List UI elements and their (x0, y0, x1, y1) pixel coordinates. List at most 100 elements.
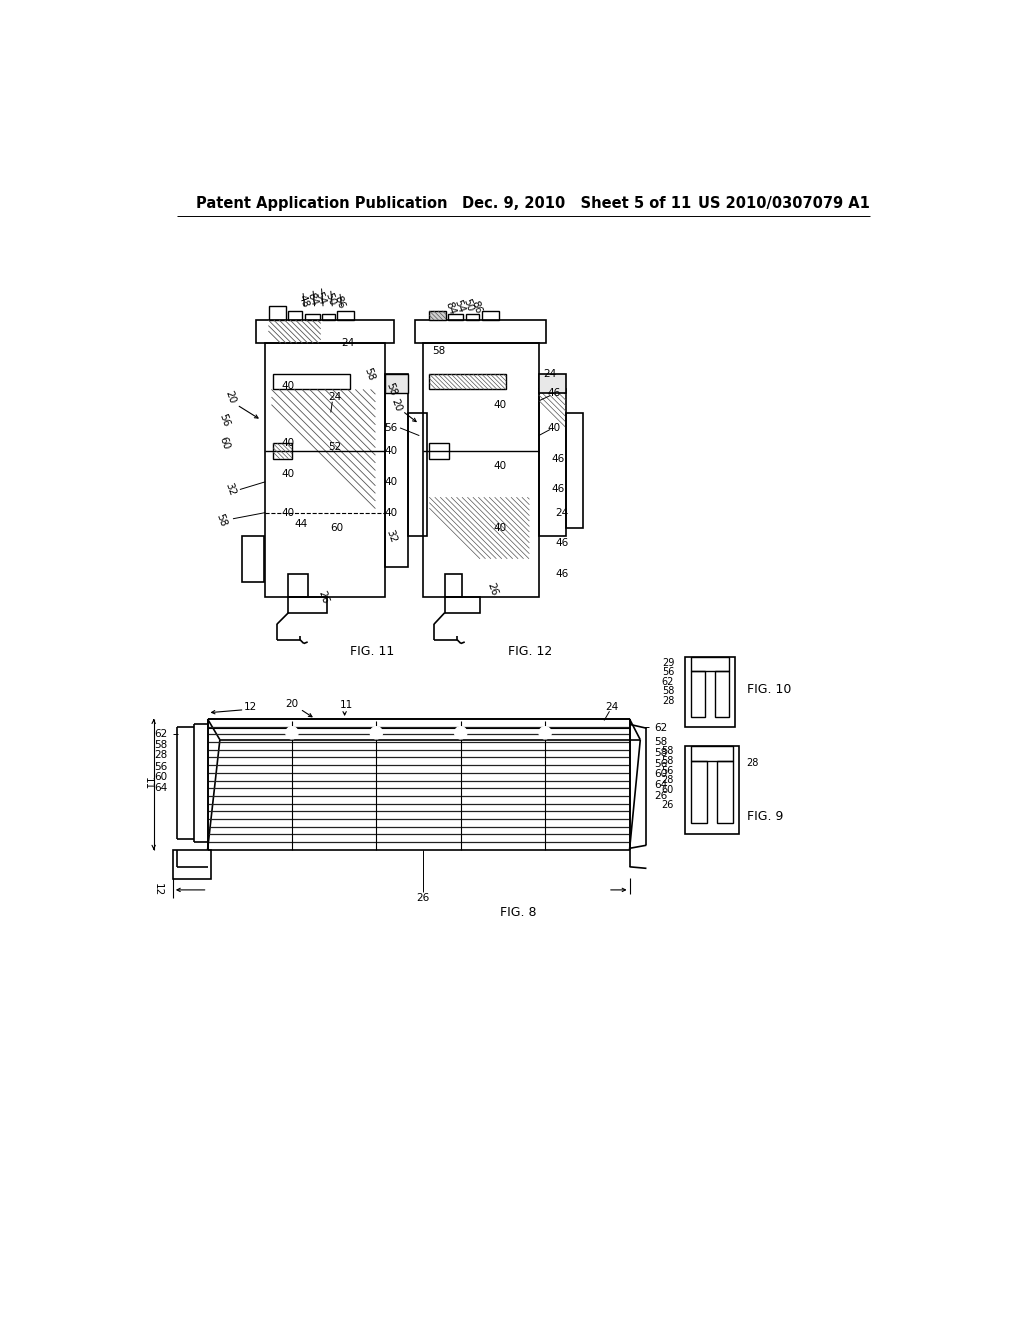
Bar (173, 850, 211, 879)
Text: 20: 20 (286, 698, 299, 709)
Text: 62: 62 (654, 723, 668, 733)
Bar (539, 389, 565, 536)
Text: 48: 48 (296, 293, 310, 309)
Bar (444, 574, 462, 598)
Bar (691, 762, 707, 822)
Bar (429, 312, 446, 321)
Text: 26: 26 (654, 791, 668, 801)
Text: FIG. 9: FIG. 9 (746, 810, 783, 824)
Bar (691, 657, 729, 671)
Text: 28: 28 (662, 775, 674, 785)
Text: 40: 40 (282, 469, 295, 479)
Text: 60: 60 (331, 523, 343, 533)
Text: 28: 28 (155, 750, 168, 760)
Circle shape (286, 726, 298, 739)
Text: FIG. 10: FIG. 10 (746, 684, 791, 696)
Text: 54: 54 (313, 290, 328, 306)
Bar (685, 746, 739, 834)
Bar (539, 374, 565, 393)
Text: 46: 46 (548, 388, 561, 399)
Bar (685, 657, 735, 726)
Text: 58: 58 (432, 346, 445, 356)
Text: 60: 60 (155, 772, 168, 783)
Bar (691, 746, 733, 762)
Bar (429, 374, 506, 389)
Bar (337, 312, 354, 321)
Text: 56: 56 (654, 759, 668, 768)
Text: 46: 46 (555, 539, 568, 548)
Text: 12: 12 (153, 883, 163, 896)
Text: 50: 50 (323, 292, 337, 308)
Bar (565, 412, 583, 528)
Text: 62: 62 (155, 730, 168, 739)
Bar (269, 306, 286, 321)
Text: 28: 28 (746, 758, 759, 768)
Bar (304, 314, 319, 321)
Text: 40: 40 (494, 400, 507, 409)
Text: 12: 12 (244, 702, 257, 711)
Text: US 2010/0307079 A1: US 2010/0307079 A1 (698, 195, 869, 211)
Text: Dec. 9, 2010   Sheet 5 of 11: Dec. 9, 2010 Sheet 5 of 11 (462, 195, 691, 211)
Text: 26: 26 (417, 892, 430, 903)
Text: 24: 24 (328, 392, 341, 403)
Text: 50: 50 (461, 297, 475, 313)
Text: 24: 24 (544, 370, 557, 379)
Bar (273, 444, 292, 459)
Text: 84: 84 (305, 292, 319, 308)
Bar (423, 343, 539, 598)
Text: 32: 32 (384, 528, 397, 544)
Text: 56: 56 (155, 762, 168, 772)
Text: 40: 40 (548, 422, 560, 433)
Text: 32: 32 (223, 482, 238, 498)
Bar (265, 343, 385, 598)
Bar (691, 671, 705, 718)
Text: 40: 40 (494, 523, 507, 533)
Text: 60: 60 (217, 436, 231, 451)
Text: 84: 84 (443, 301, 457, 317)
Text: 62: 62 (662, 677, 674, 686)
Text: 58: 58 (654, 748, 668, 758)
Text: 24: 24 (555, 508, 568, 517)
Bar (243, 536, 264, 582)
Text: 56: 56 (217, 412, 231, 428)
Text: 56: 56 (384, 422, 397, 433)
Text: 20: 20 (223, 389, 238, 405)
Text: Patent Application Publication: Patent Application Publication (196, 195, 447, 211)
Bar (289, 312, 302, 321)
Text: 26: 26 (316, 589, 330, 606)
Text: 29: 29 (662, 657, 674, 668)
Bar (385, 374, 408, 566)
Circle shape (455, 726, 467, 739)
Text: 58: 58 (662, 746, 674, 756)
Text: 46: 46 (551, 454, 564, 463)
Text: 46: 46 (551, 484, 564, 495)
Text: 11: 11 (142, 777, 153, 791)
Bar (289, 574, 307, 598)
Bar (481, 312, 499, 321)
Text: 40: 40 (494, 462, 507, 471)
Text: 58: 58 (662, 686, 674, 696)
Circle shape (539, 726, 551, 739)
Text: 40: 40 (282, 380, 295, 391)
Text: 11: 11 (340, 700, 353, 710)
Bar (429, 444, 449, 459)
Bar (416, 321, 547, 343)
Text: 26: 26 (662, 800, 674, 810)
Text: FIG. 12: FIG. 12 (508, 644, 552, 657)
Text: 58: 58 (155, 741, 168, 750)
Text: 40: 40 (384, 508, 397, 517)
Text: 28: 28 (662, 696, 674, 706)
Text: 56: 56 (662, 667, 674, 677)
Text: 64: 64 (155, 783, 168, 793)
Text: FIG. 11: FIG. 11 (350, 644, 394, 657)
Text: 40: 40 (384, 446, 397, 455)
Text: 24: 24 (341, 338, 354, 348)
Bar (385, 374, 408, 393)
Bar (323, 314, 335, 321)
Text: 58: 58 (362, 366, 376, 381)
Text: 46: 46 (555, 569, 568, 579)
Bar (717, 762, 733, 822)
Text: 56: 56 (662, 766, 674, 776)
Text: 40: 40 (384, 477, 397, 487)
Text: FIG. 8: FIG. 8 (500, 907, 537, 920)
